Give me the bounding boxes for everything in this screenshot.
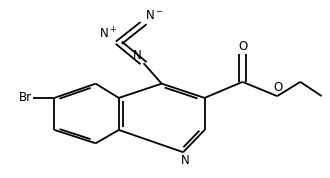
Text: O: O — [238, 40, 247, 53]
Text: O: O — [274, 81, 283, 94]
Text: N$^+$: N$^+$ — [99, 27, 117, 42]
Text: N$^-$: N$^-$ — [145, 9, 164, 22]
Text: Br: Br — [19, 91, 32, 104]
Text: N: N — [181, 154, 189, 167]
Text: N: N — [133, 49, 142, 62]
